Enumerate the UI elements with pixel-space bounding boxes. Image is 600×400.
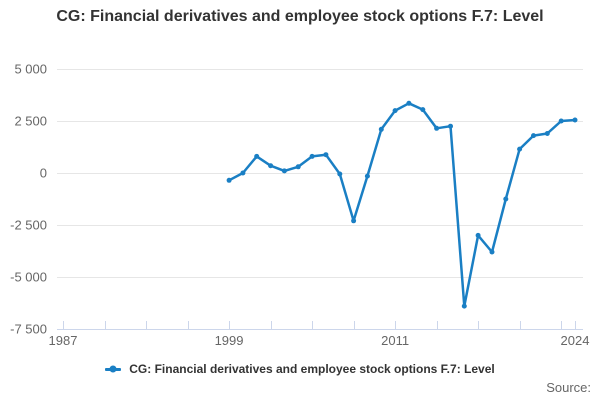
source-label: Source: bbox=[546, 380, 591, 395]
data-point[interactable] bbox=[475, 232, 481, 238]
y-axis-label: -7 500 bbox=[10, 322, 47, 337]
data-point[interactable] bbox=[434, 125, 440, 131]
data-point[interactable] bbox=[309, 153, 315, 159]
legend-label: CG: Financial derivatives and employee s… bbox=[129, 362, 495, 376]
x-axis-label: 2011 bbox=[381, 333, 409, 348]
chart-title: CG: Financial derivatives and employee s… bbox=[56, 8, 544, 25]
series-line bbox=[227, 102, 577, 308]
y-axis-label: -5 000 bbox=[10, 270, 47, 285]
data-point[interactable] bbox=[572, 117, 578, 123]
data-point[interactable] bbox=[337, 171, 343, 177]
legend-item[interactable]: CG: Financial derivatives and employee s… bbox=[105, 362, 495, 376]
data-point[interactable] bbox=[226, 177, 232, 183]
data-point[interactable] bbox=[517, 146, 523, 152]
y-axis-label: 0 bbox=[40, 166, 47, 181]
x-axis-label: 2024 bbox=[561, 333, 590, 348]
data-point[interactable] bbox=[461, 303, 467, 309]
legend: CG: Financial derivatives and employee s… bbox=[0, 362, 600, 376]
data-point[interactable] bbox=[406, 100, 412, 106]
data-point[interactable] bbox=[544, 131, 550, 136]
data-point[interactable] bbox=[295, 164, 301, 170]
data-point[interactable] bbox=[323, 152, 329, 158]
data-point[interactable] bbox=[448, 123, 453, 129]
x-axis-label: 1987 bbox=[49, 333, 78, 348]
y-axis-label: -2 500 bbox=[10, 218, 47, 233]
data-point[interactable] bbox=[240, 170, 246, 176]
data-point[interactable] bbox=[503, 196, 509, 202]
data-point[interactable] bbox=[392, 108, 398, 114]
data-point[interactable] bbox=[351, 218, 357, 224]
data-point[interactable] bbox=[531, 133, 536, 139]
data-point[interactable] bbox=[420, 107, 426, 113]
data-point[interactable] bbox=[489, 249, 495, 255]
data-point[interactable] bbox=[364, 173, 370, 179]
y-axis-label: 5 000 bbox=[14, 62, 47, 77]
data-point[interactable] bbox=[268, 163, 274, 169]
y-axis-label: 2 500 bbox=[14, 114, 47, 129]
data-point[interactable] bbox=[281, 168, 287, 174]
legend-line-marker-icon bbox=[105, 367, 122, 371]
data-point[interactable] bbox=[254, 153, 260, 159]
x-axis-label: 1999 bbox=[215, 333, 244, 348]
data-point[interactable] bbox=[558, 118, 564, 124]
data-point[interactable] bbox=[378, 126, 384, 132]
